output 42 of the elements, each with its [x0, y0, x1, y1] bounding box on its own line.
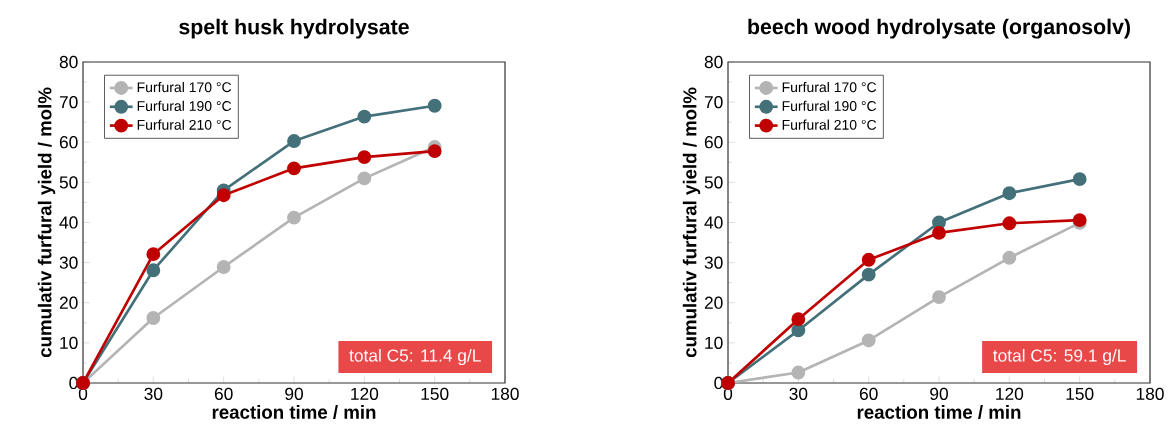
y-tick-label: 10: [705, 336, 723, 349]
y-tick-label: 30: [59, 256, 78, 269]
y-tick-label: 20: [704, 296, 723, 309]
y-tick-label: 20: [59, 296, 78, 309]
x-tick-label: 180: [1136, 387, 1164, 400]
y-tick-label: 10: [60, 336, 78, 349]
x-tick-label: 30: [144, 387, 163, 400]
y-tick-label: 60: [59, 136, 78, 149]
x-tick-label: 30: [789, 387, 808, 400]
legend-label: Furfural 210 °C: [137, 119, 232, 130]
x-tick-label: 180: [491, 387, 519, 400]
x-tick-label: 120: [996, 387, 1024, 400]
legend-label: Furfural 210 °C: [782, 119, 877, 130]
y-tick-label: 80: [704, 55, 723, 69]
x-tick-label: 90: [285, 387, 303, 400]
x-tick-label: 90: [930, 387, 948, 400]
y-tick-label: 50: [704, 176, 723, 189]
x-tick-label: 150: [1066, 387, 1094, 400]
annotation: total C5: 59.1 g/L: [993, 348, 1126, 366]
y-tick-label: 40: [704, 216, 723, 229]
y-axis-title: cumulativ furfural yield / mol%: [37, 87, 56, 358]
y-tick-label: 50: [59, 176, 78, 189]
x-axis-title: reaction time / min: [212, 405, 376, 420]
chart-title: beech wood hydrolysate (organosolv): [748, 18, 1130, 39]
x-axis-title: reaction time / min: [857, 405, 1021, 420]
annotation: total C5: 11.4 g/L: [349, 348, 481, 366]
y-tick-label: 60: [704, 136, 723, 149]
y-tick-label: 80: [59, 55, 78, 69]
y-tick-label: 30: [704, 256, 723, 269]
legend-label: Furfural 170 °C: [137, 81, 232, 93]
legend-label: Furfural 190 °C: [137, 100, 232, 111]
x-tick-label: 60: [214, 387, 233, 400]
x-tick-label: 120: [351, 387, 379, 400]
x-tick-label: 60: [859, 387, 878, 400]
y-tick-label: 40: [59, 216, 78, 229]
y-tick-label: 70: [59, 95, 78, 109]
chart-title: spelt husk hydrolysate: [179, 18, 409, 39]
y-axis-title: cumulativ furfural yield / mol%: [682, 87, 701, 358]
legend-label: Furfural 190 °C: [782, 100, 877, 111]
y-tick-label: 70: [704, 95, 723, 109]
x-tick-label: 150: [421, 387, 449, 400]
legend-label: Furfural 170 °C: [782, 81, 877, 93]
